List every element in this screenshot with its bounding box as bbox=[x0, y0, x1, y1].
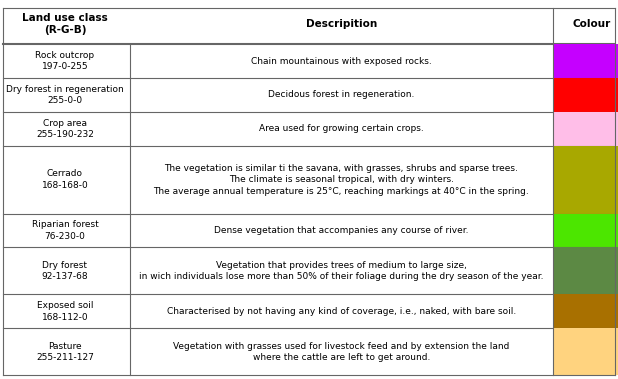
Bar bbox=[553, 294, 618, 328]
Text: Characterised by not having any kind of coverage, i.e., naked, with bare soil.: Characterised by not having any kind of … bbox=[167, 307, 516, 316]
Bar bbox=[553, 78, 618, 112]
Bar bbox=[553, 213, 618, 247]
Text: Exposed soil
168-112-0: Exposed soil 168-112-0 bbox=[36, 301, 93, 321]
Bar bbox=[553, 146, 618, 213]
Text: Descripition: Descripition bbox=[306, 19, 377, 29]
Text: Dry forest in regeneration
255-0-0: Dry forest in regeneration 255-0-0 bbox=[6, 85, 124, 105]
Text: Decidous forest in regeneration.: Decidous forest in regeneration. bbox=[268, 91, 415, 99]
Text: Chain mountainous with exposed rocks.: Chain mountainous with exposed rocks. bbox=[251, 56, 432, 66]
Bar bbox=[553, 44, 618, 78]
Text: Cerrado
168-168-0: Cerrado 168-168-0 bbox=[41, 169, 88, 190]
Text: Riparian forest
76-230-0: Riparian forest 76-230-0 bbox=[32, 220, 98, 241]
Text: Area used for growing certain crops.: Area used for growing certain crops. bbox=[259, 124, 424, 133]
Text: Pasture
255-211-127: Pasture 255-211-127 bbox=[36, 341, 94, 362]
Text: Land use class
(R-G-B): Land use class (R-G-B) bbox=[22, 13, 108, 35]
Bar bbox=[553, 247, 618, 294]
Text: Colour: Colour bbox=[572, 19, 611, 29]
Text: Vegetation with grasses used for livestock feed and by extension the land
where : Vegetation with grasses used for livesto… bbox=[173, 341, 510, 362]
Text: Rock outcrop
197-0-255: Rock outcrop 197-0-255 bbox=[35, 51, 95, 71]
Text: Dense vegetation that accompanies any course of river.: Dense vegetation that accompanies any co… bbox=[214, 226, 468, 235]
Bar bbox=[553, 112, 618, 146]
Text: Dry forest
92-137-68: Dry forest 92-137-68 bbox=[41, 261, 88, 281]
Bar bbox=[553, 328, 618, 375]
Text: Crop area
255-190-232: Crop area 255-190-232 bbox=[36, 119, 94, 139]
Text: Vegetation that provides trees of medium to large size,
in wich individuals lose: Vegetation that provides trees of medium… bbox=[139, 261, 544, 281]
Text: The vegetation is similar ti the savana, with grasses, shrubs and sparse trees.
: The vegetation is similar ti the savana,… bbox=[153, 164, 530, 196]
